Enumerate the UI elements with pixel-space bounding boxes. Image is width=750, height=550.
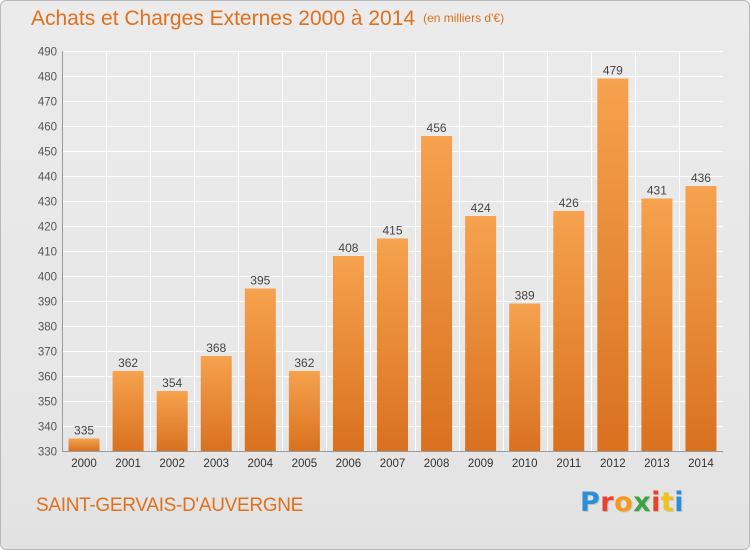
x-tick-label: 2003 <box>203 458 229 470</box>
x-tick-label: 2011 <box>556 458 581 470</box>
x-tick-label: 2014 <box>688 458 714 470</box>
x-tick-label: 2012 <box>600 458 626 470</box>
location-label: SAINT-GERVAIS-D'AUVERGNE <box>36 495 304 516</box>
bar-2009 <box>465 216 497 451</box>
data-label: 415 <box>382 224 402 238</box>
y-tick-label: 390 <box>38 297 57 309</box>
y-tick-label: 360 <box>38 372 57 384</box>
x-tick-label: 2013 <box>644 458 670 470</box>
data-label: 424 <box>471 201 491 215</box>
data-label: 436 <box>691 171 711 185</box>
bar-2000 <box>68 438 100 451</box>
data-label: 335 <box>74 424 94 438</box>
y-tick-label: 430 <box>38 197 57 209</box>
logo-letter: i <box>674 487 685 518</box>
x-tick-label: 2001 <box>115 458 141 470</box>
bar-2014 <box>685 186 717 451</box>
logo-letter: r <box>600 487 615 518</box>
logo-letter: P <box>580 487 601 518</box>
y-tick-label: 450 <box>38 147 57 159</box>
bar-2012 <box>597 78 629 451</box>
logo-letter: i <box>651 487 661 518</box>
bar-2013 <box>641 198 673 451</box>
data-label: 368 <box>206 341 226 355</box>
data-label: 362 <box>294 356 314 370</box>
data-label: 395 <box>250 274 270 288</box>
x-tick-label: 2004 <box>248 458 274 470</box>
bar-2007 <box>377 238 408 451</box>
x-tick-label: 2000 <box>71 458 97 470</box>
x-tick-label: 2007 <box>380 458 406 470</box>
logo-letter: o <box>614 487 634 518</box>
y-tick-label: 370 <box>38 347 57 359</box>
y-tick-label: 380 <box>38 322 57 334</box>
bar-layer: 335 362 354 368 395 362 408 415 456 424 389 426 479 4… <box>68 64 717 451</box>
data-label: 431 <box>647 184 667 198</box>
x-tick-label: 2008 <box>424 458 450 470</box>
chart-subtitle: (en milliers d'€) <box>423 11 505 25</box>
logo-letter: t <box>660 487 675 518</box>
data-label: 456 <box>427 121 447 135</box>
axis-layer: 330 340 350 360 370 380 390 400 410 420 430 440 450 4… <box>38 47 723 470</box>
y-tick-label: 480 <box>38 72 57 84</box>
data-label: 479 <box>603 64 623 78</box>
bar-2003 <box>200 356 232 451</box>
bar-2004 <box>244 288 276 451</box>
y-tick-label: 470 <box>38 97 57 109</box>
chart-title: Achats et Charges Externes 2000 à 2014 (e… <box>31 7 504 31</box>
y-tick-label: 420 <box>38 222 57 234</box>
title-text: Achats et Charges Externes 2000 à 2014 <box>31 7 416 30</box>
bar-2010 <box>509 303 541 451</box>
data-label: 362 <box>118 356 138 370</box>
bar-2011 <box>553 211 585 451</box>
y-tick-label: 340 <box>38 422 57 434</box>
bar-2008 <box>421 136 453 451</box>
x-tick-label: 2009 <box>468 458 494 470</box>
data-label: 408 <box>338 241 358 255</box>
y-tick-label: 490 <box>38 47 57 59</box>
x-tick-label: 2005 <box>292 458 318 470</box>
y-tick-label: 330 <box>38 447 57 459</box>
bar-2002 <box>156 391 188 451</box>
y-tick-label: 440 <box>38 172 57 184</box>
bar-2006 <box>332 256 364 451</box>
x-tick-label: 2002 <box>159 458 185 470</box>
y-tick-label: 460 <box>38 122 57 134</box>
bar-2005 <box>288 371 320 451</box>
bar-2001 <box>112 371 144 451</box>
x-tick-label: 2010 <box>512 458 538 470</box>
logo-letter: x <box>633 487 652 518</box>
data-label: 426 <box>559 196 579 210</box>
x-tick-label: 2006 <box>336 458 362 470</box>
data-label: 354 <box>162 376 182 390</box>
y-tick-label: 410 <box>38 247 57 259</box>
y-tick-label: 400 <box>38 272 57 284</box>
proxiti-logo: Proxiti <box>580 487 684 518</box>
data-label: 389 <box>515 289 535 303</box>
y-tick-label: 350 <box>38 397 57 409</box>
